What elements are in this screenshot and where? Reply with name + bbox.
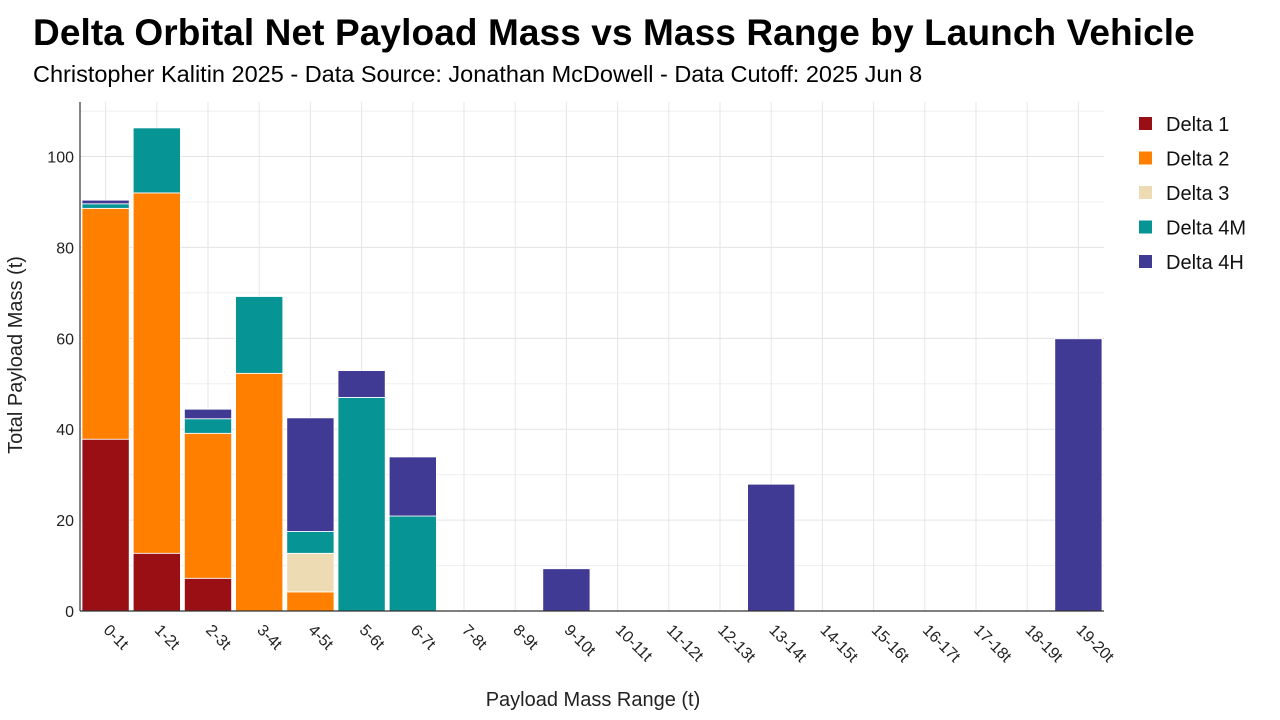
x-tick-label: 10-11t [612,622,656,666]
legend-label: Delta 1 [1166,114,1229,136]
y-tick-label: 0 [65,604,74,621]
bar-segment-delta-1 [81,438,130,612]
x-tick-label: 0-1t [100,622,132,654]
bar-segment-delta-4h [183,408,232,420]
y-tick-label: 80 [56,240,74,257]
bar-segment-delta-4m [286,531,335,554]
bar-segment-delta-4m [388,515,437,612]
y-tick-label: 20 [56,513,74,530]
legend-swatch [1139,255,1152,268]
bar-segment-delta-4m [132,127,181,194]
bar-segment-delta-2 [235,372,284,612]
bar-segment-delta-1 [183,577,232,612]
x-tick-label: 6-7t [407,622,439,654]
bar-segment-delta-3 [286,552,335,593]
x-tick-label: 19-20t [1073,622,1117,666]
legend-swatch [1139,220,1152,234]
legend-label: Delta 2 [1166,149,1229,171]
x-tick-label: 18-19t [1021,622,1065,666]
x-tick-label: 1-2t [151,622,183,654]
x-tick-label: 2-3t [202,622,234,654]
bar-segment-delta-4h [388,456,437,517]
x-tick-label: 11-12t [663,622,707,666]
bar-segment-delta-2 [81,207,130,440]
legend-label: Delta 4M [1166,218,1246,240]
bars [81,127,1103,612]
legend-label: Delta 3 [1166,183,1229,205]
x-tick-label: 17-18t [970,622,1014,666]
bar-segment-delta-4m [183,418,232,434]
legend-swatch [1139,151,1152,165]
x-tick-label: 8-9t [509,622,541,654]
bar-segment-delta-4h [747,483,796,612]
x-axis-label: Payload Mass Range (t) [486,689,701,711]
bar-segment-delta-2 [183,432,232,579]
x-tick-label: 5-6t [356,622,388,654]
y-tick-label: 40 [56,422,74,439]
grid-lines [80,102,1104,611]
y-tick-label: 60 [56,331,74,348]
axes [79,102,1104,612]
x-tick-labels: 0-1t 1-2t 2-3t 3-4t 4-5t 5-6t 6-7t 7-8t 8-9t 9-10… [100,622,1117,666]
bar-segment-delta-1 [132,552,181,612]
bar-segment-delta-2 [132,192,181,554]
bar-segment-delta-4m [81,203,130,209]
y-axis-label: Total Payload Mass (t) [5,256,27,454]
x-tick-label: 9-10t [561,622,599,660]
bar-segment-delta-4h [286,417,335,532]
x-tick-label: 12-13t [714,622,758,666]
bar-segment-delta-4h [337,370,386,398]
x-tick-label: 16-17t [919,622,963,666]
bar-segment-delta-4m [235,296,284,374]
x-tick-label: 13-14t [765,622,809,666]
legend: Delta 1 Delta 2 Delta 3 Delta 4M Delta 4H [1139,114,1246,274]
x-tick-label: 14-15t [817,622,861,666]
legend-swatch [1139,117,1152,130]
bar-segment-delta-4h [542,568,591,612]
y-tick-labels: 0 20 40 60 80 100 [47,150,74,621]
bar-segment-delta-4m [337,397,386,612]
bar-segment-delta-4h [81,199,130,205]
chart-title: Delta Orbital Net Payload Mass vs Mass R… [33,12,1195,53]
y-tick-label: 100 [47,150,74,167]
x-tick-label: 3-4t [253,622,285,654]
bar-segment-delta-4h [1054,338,1103,612]
chart-subtitle: Christopher Kalitin 2025 - Data Source: … [33,61,923,87]
x-tick-label: 7-8t [458,622,490,654]
x-tick-label: 15-16t [868,622,912,666]
legend-swatch [1139,186,1152,199]
bar-segment-delta-2 [286,591,335,612]
x-tick-label: 4-5t [305,622,337,654]
legend-label: Delta 4H [1166,252,1244,274]
